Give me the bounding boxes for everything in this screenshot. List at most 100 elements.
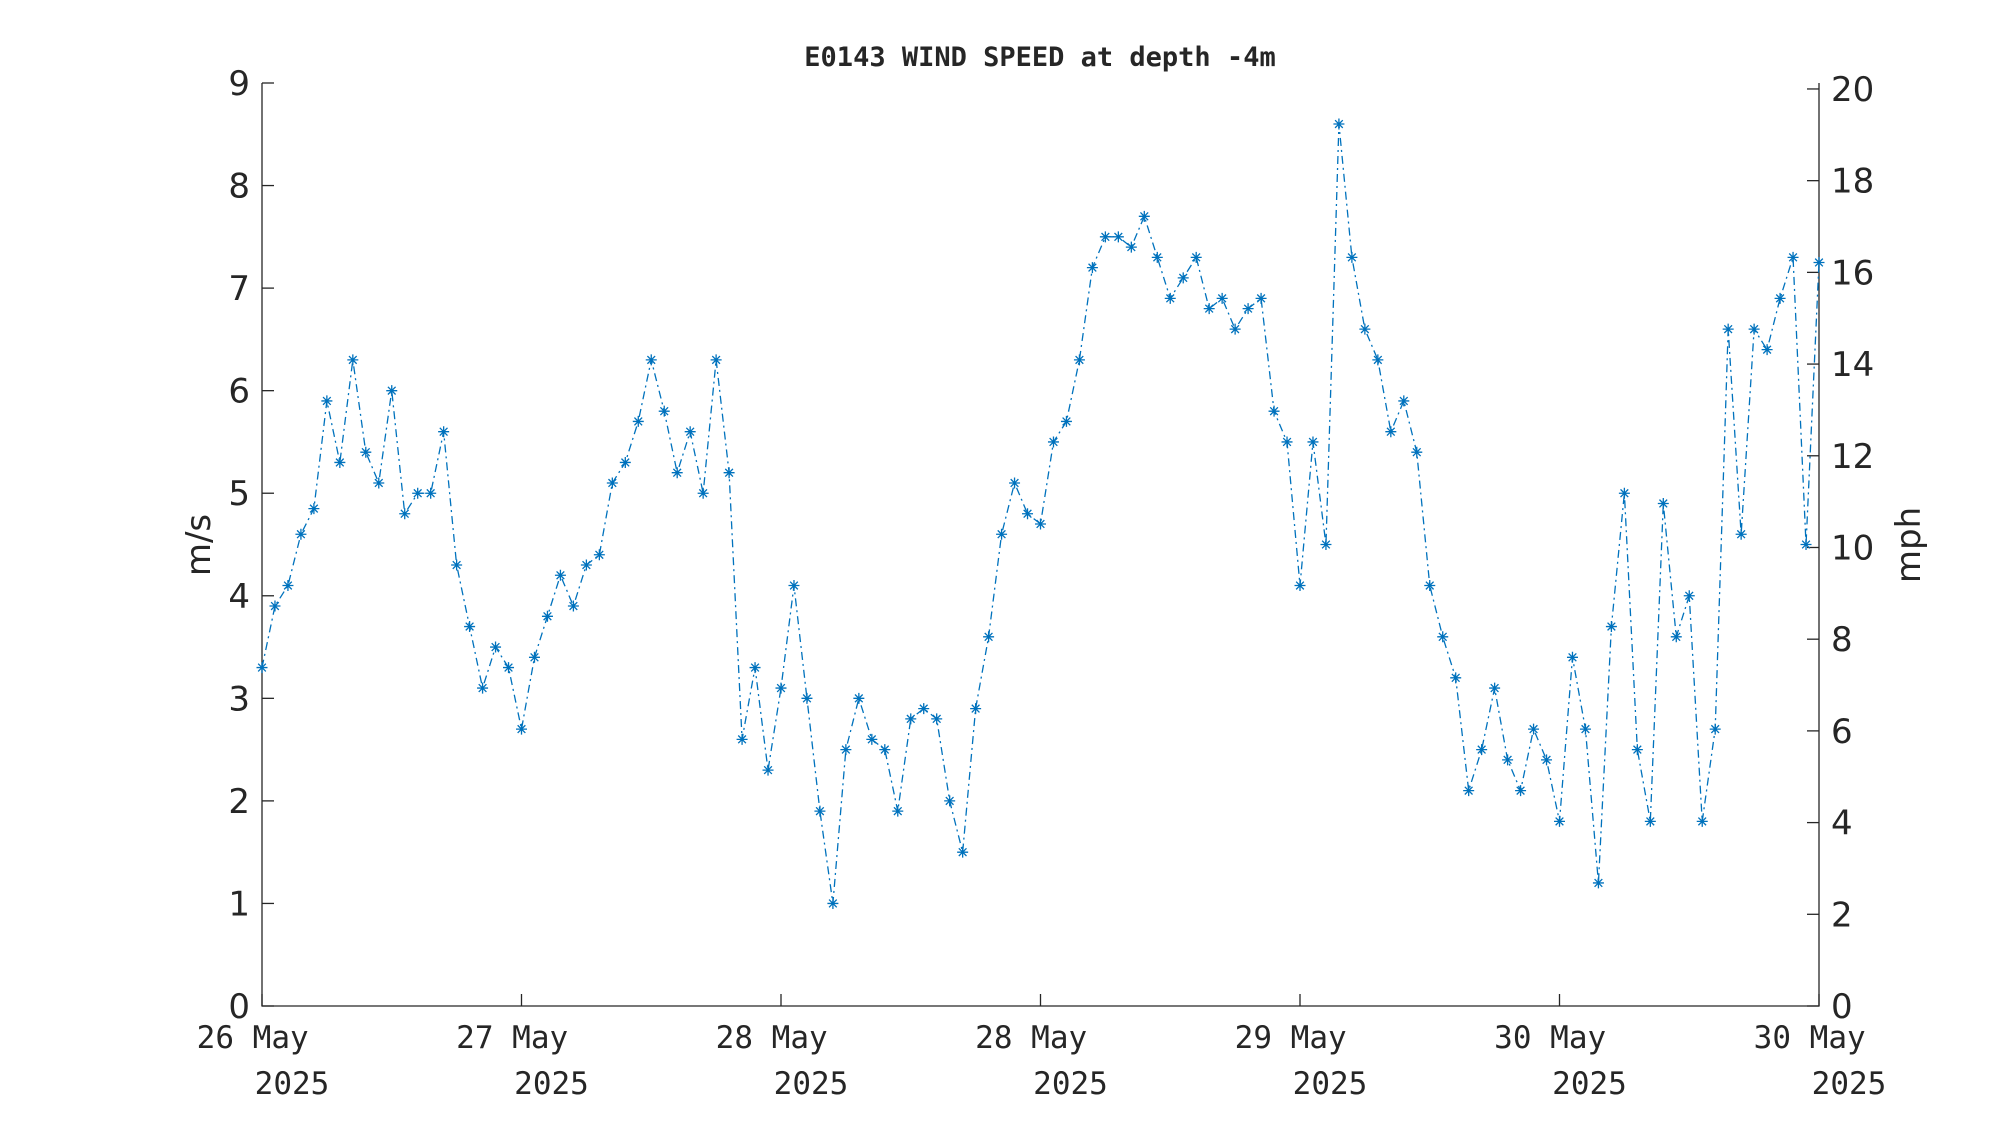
y2-tick-label: 14: [1831, 345, 1874, 385]
data-point: [308, 503, 320, 515]
data-point: [1554, 815, 1565, 827]
data-point: [464, 621, 476, 633]
data-point: [593, 549, 605, 561]
data-point: [879, 744, 891, 756]
y2-tick-label: 18: [1831, 162, 1874, 202]
x-tick-label: 28 May 2025: [975, 1020, 1108, 1102]
data-point: [438, 426, 450, 438]
y-tick-label: 6: [228, 372, 250, 412]
data-point: [1060, 415, 1072, 427]
data-point: [1411, 446, 1423, 458]
data-point: [1216, 292, 1228, 304]
data-point: [905, 713, 917, 725]
data-point: [1138, 210, 1150, 222]
data-point: [671, 467, 683, 479]
data-point: [710, 354, 722, 366]
data-point: [814, 805, 826, 817]
y-tick-label: 1: [228, 884, 250, 924]
data-point: [1709, 723, 1721, 735]
y2-tick-label: 20: [1831, 70, 1874, 110]
data-point: [645, 354, 657, 366]
data-point: [1735, 528, 1747, 540]
data-point: [957, 846, 969, 858]
y2-tick-label: 6: [1831, 712, 1853, 752]
data-point: [1644, 815, 1656, 827]
data-point: [1242, 303, 1254, 315]
data-point: [1281, 436, 1293, 448]
data-point: [853, 692, 865, 704]
data-point: [1112, 231, 1124, 243]
data-point: [1528, 723, 1540, 735]
x-tick-label: 27 May 2025: [456, 1020, 589, 1102]
data-point: [1255, 292, 1267, 304]
x-tick-label: 30 May 2025: [1754, 1020, 1887, 1102]
data-point: [347, 354, 359, 366]
data-point: [1022, 508, 1034, 520]
data-point: [412, 487, 424, 499]
data-point: [1696, 815, 1708, 827]
y-tick-label: 8: [228, 167, 250, 207]
y2-tick-label: 4: [1831, 804, 1853, 844]
data-point: [1203, 303, 1215, 315]
data-point: [788, 580, 800, 592]
data-point: [723, 467, 735, 479]
data-point: [801, 692, 813, 704]
data-point: [1333, 118, 1345, 130]
data-point: [1748, 323, 1760, 335]
data-point: [1800, 539, 1812, 550]
data-point: [1566, 651, 1578, 663]
data-point: [1151, 251, 1163, 263]
series-line: [261, 123, 1820, 904]
data-point: [1190, 251, 1202, 263]
data-point: [606, 477, 618, 489]
x-tick-label: 26 May 2025: [197, 1020, 330, 1102]
data-point: [269, 600, 281, 612]
data-point: [749, 662, 761, 674]
data-point: [554, 569, 566, 581]
data-point: [1385, 426, 1397, 438]
y2-tick-label: 8: [1831, 620, 1853, 660]
data-point: [1268, 405, 1280, 417]
y2-tick-label: 12: [1831, 437, 1874, 477]
data-point: [399, 508, 411, 520]
data-point: [334, 456, 346, 468]
data-point: [1229, 323, 1241, 335]
data-point: [866, 733, 878, 745]
data-point: [1398, 395, 1410, 407]
data-point: [996, 528, 1008, 540]
data-point: [1450, 672, 1462, 684]
data-point: [918, 703, 930, 715]
data-point: [490, 641, 502, 653]
y2-tick-label: 10: [1831, 528, 1874, 568]
data-point: [1437, 631, 1449, 643]
data-point: [1774, 292, 1786, 304]
data-point: [632, 415, 644, 427]
data-point: [1307, 436, 1319, 448]
data-point: [360, 446, 372, 458]
data-point: [1670, 631, 1682, 643]
data-point: [775, 682, 787, 694]
data-point: [1813, 256, 1825, 268]
data-point: [373, 477, 385, 489]
data-point: [1125, 241, 1137, 253]
x-tick-label: 28 May 2025: [716, 1020, 849, 1102]
axes-box: [261, 83, 1820, 1007]
data-point: [1346, 251, 1358, 263]
data-point: [1372, 354, 1384, 366]
data-point: [1761, 344, 1773, 356]
x-tick-label: 30 May 2025: [1494, 1020, 1627, 1102]
data-point: [256, 662, 268, 674]
data-point: [1294, 580, 1306, 592]
data-point: [931, 713, 943, 725]
data-point: [970, 703, 982, 715]
y2-axis-label: mph: [1889, 507, 1929, 583]
data-point: [658, 405, 670, 417]
data-point: [1605, 621, 1617, 633]
data-point: [1618, 487, 1630, 499]
data-point: [477, 682, 489, 694]
data-point: [451, 559, 463, 571]
data-point: [1463, 785, 1475, 797]
data-point: [736, 733, 748, 745]
data-point: [619, 456, 631, 468]
